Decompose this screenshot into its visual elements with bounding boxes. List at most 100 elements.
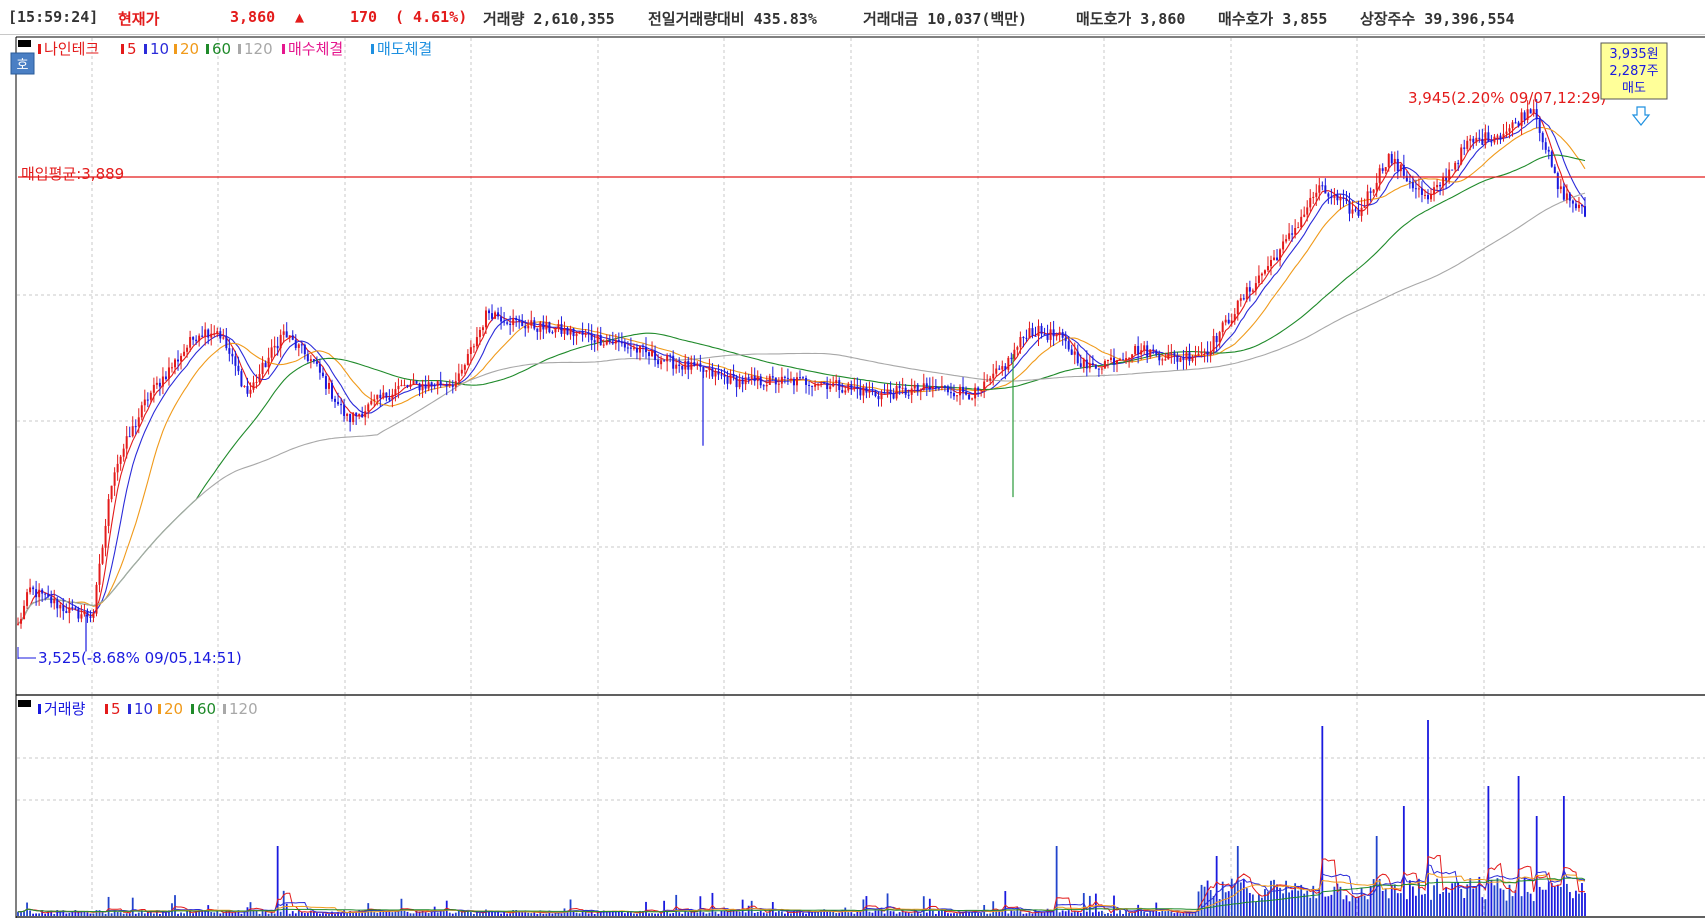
- volume-bar: [1572, 898, 1574, 916]
- volume-bar: [1267, 891, 1269, 916]
- candle-body: [1372, 189, 1375, 193]
- candle-body: [361, 413, 364, 418]
- candle-body: [312, 359, 315, 362]
- volume-bar: [322, 913, 324, 916]
- candle-body: [1254, 283, 1257, 291]
- volume-bar: [89, 913, 92, 916]
- volume-bar: [334, 913, 336, 916]
- volume-bar: [1158, 912, 1161, 916]
- candle-body: [1082, 359, 1085, 367]
- candle-body: [367, 404, 370, 412]
- volume-bar: [1022, 913, 1025, 916]
- candle-body: [1010, 357, 1013, 359]
- candle-body: [128, 436, 131, 438]
- volume-bar: [1191, 913, 1194, 916]
- candle-body: [1119, 359, 1122, 361]
- volume-bar: [1559, 886, 1562, 916]
- volume-bar: [23, 910, 25, 916]
- candle-body: [1079, 363, 1082, 367]
- candle-body: [614, 339, 617, 344]
- candle-body: [844, 390, 847, 393]
- volume-bar: [421, 910, 424, 916]
- volume-bar: [294, 913, 297, 916]
- candle-body: [448, 384, 451, 386]
- candle-body: [765, 384, 768, 387]
- volume-bar: [581, 911, 584, 916]
- volume-bar: [65, 913, 68, 916]
- volume-bar: [841, 910, 844, 916]
- candle-body: [1233, 314, 1236, 321]
- candle-body: [442, 384, 445, 386]
- volume-bar: [995, 911, 998, 916]
- volume-bar: [1541, 889, 1544, 916]
- volume-bar: [687, 912, 690, 916]
- volume-bar: [645, 901, 647, 916]
- stock-chart[interactable]: 매입평균:3,889 나인테크 5 10 20 60 120 매수체결 매도체결…: [0, 35, 1705, 918]
- volume-bar: [702, 912, 705, 916]
- volume-bar: [1242, 879, 1245, 916]
- volume-bar: [1514, 890, 1517, 916]
- candle-body: [385, 392, 388, 398]
- volume-bar: [1218, 899, 1221, 916]
- candle-body: [231, 353, 234, 357]
- candle-body: [469, 347, 472, 354]
- volume-bar: [551, 913, 554, 916]
- volume-bar: [1327, 896, 1330, 916]
- volume-bar: [146, 912, 149, 916]
- legend-sell-fill: 매도체결: [377, 40, 432, 58]
- candle-body: [714, 371, 717, 377]
- candle-body: [107, 499, 110, 526]
- volume-legend-toggle-icon[interactable]: [18, 700, 31, 707]
- volume-bar: [394, 911, 397, 916]
- volume-bar: [575, 912, 578, 916]
- volume-bar: [1351, 895, 1354, 916]
- candle-body: [762, 385, 765, 387]
- candle-body: [355, 412, 358, 416]
- candle-body: [687, 361, 690, 370]
- volume-bar: [1490, 880, 1493, 916]
- ho-button[interactable]: 호: [10, 52, 35, 75]
- candle-body: [155, 382, 158, 385]
- candle-body: [59, 604, 62, 609]
- candle-body: [1067, 341, 1070, 350]
- vol-legend-ma20: 20: [164, 700, 183, 718]
- candle-body: [593, 340, 596, 343]
- candle-body: [862, 387, 865, 396]
- legend-toggle-icon[interactable]: [18, 40, 31, 47]
- candle-body: [608, 340, 611, 342]
- candle-body: [602, 344, 605, 346]
- candle-body: [937, 387, 940, 389]
- volume-bar: [774, 912, 777, 916]
- volume-bar: [1424, 893, 1426, 916]
- candle-body: [1149, 349, 1152, 358]
- volume-bar: [744, 912, 747, 916]
- candle-body: [475, 337, 478, 347]
- volume-bar: [1248, 893, 1251, 916]
- candle-body: [551, 332, 554, 334]
- candle-body: [989, 378, 992, 381]
- volume-bar: [159, 913, 161, 916]
- volume-bar: [361, 911, 364, 916]
- candle-body: [823, 382, 826, 384]
- volume-bar: [904, 912, 907, 916]
- volume-bar: [1408, 880, 1411, 916]
- volume-bar: [460, 910, 463, 916]
- candle-body: [1001, 366, 1004, 370]
- candle-body: [481, 327, 484, 330]
- candle-body: [1523, 112, 1526, 120]
- candle-body: [466, 353, 469, 366]
- volume-bar: [808, 910, 810, 916]
- candle-body: [708, 368, 711, 371]
- volume-bar: [442, 910, 445, 916]
- volume-bar: [777, 910, 780, 916]
- candle-body: [1417, 188, 1420, 190]
- candle-body: [1411, 181, 1414, 189]
- volume-bar: [940, 910, 943, 916]
- candle-body: [1475, 137, 1478, 143]
- candle-body: [563, 328, 566, 334]
- volume-bar: [593, 913, 596, 916]
- candle-body: [1224, 319, 1227, 323]
- candle-body: [638, 345, 641, 353]
- candle-body: [1526, 109, 1529, 120]
- volume-bar: [258, 913, 261, 916]
